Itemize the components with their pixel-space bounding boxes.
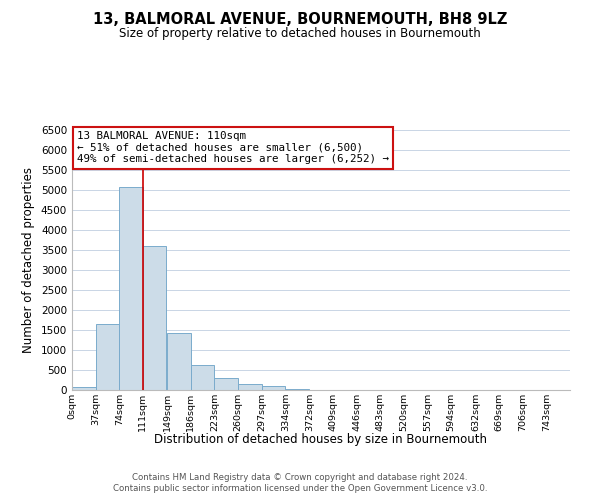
Bar [262,386,285,390]
Bar [72,387,95,390]
Bar [167,333,191,390]
Text: Contains HM Land Registry data © Crown copyright and database right 2024.: Contains HM Land Registry data © Crown c… [132,472,468,482]
Text: 13, BALMORAL AVENUE, BOURNEMOUTH, BH8 9LZ: 13, BALMORAL AVENUE, BOURNEMOUTH, BH8 9L… [93,12,507,28]
Bar [191,365,214,390]
Bar [285,389,309,390]
Bar [238,384,262,390]
Text: 13 BALMORAL AVENUE: 110sqm
← 51% of detached houses are smaller (6,500)
49% of s: 13 BALMORAL AVENUE: 110sqm ← 51% of deta… [77,132,389,164]
Bar [214,378,238,390]
Bar [95,324,119,390]
Bar [119,187,143,390]
Y-axis label: Number of detached properties: Number of detached properties [22,167,35,353]
Text: Size of property relative to detached houses in Bournemouth: Size of property relative to detached ho… [119,28,481,40]
Bar [143,246,166,390]
Text: Distribution of detached houses by size in Bournemouth: Distribution of detached houses by size … [155,432,487,446]
Text: Contains public sector information licensed under the Open Government Licence v3: Contains public sector information licen… [113,484,487,493]
